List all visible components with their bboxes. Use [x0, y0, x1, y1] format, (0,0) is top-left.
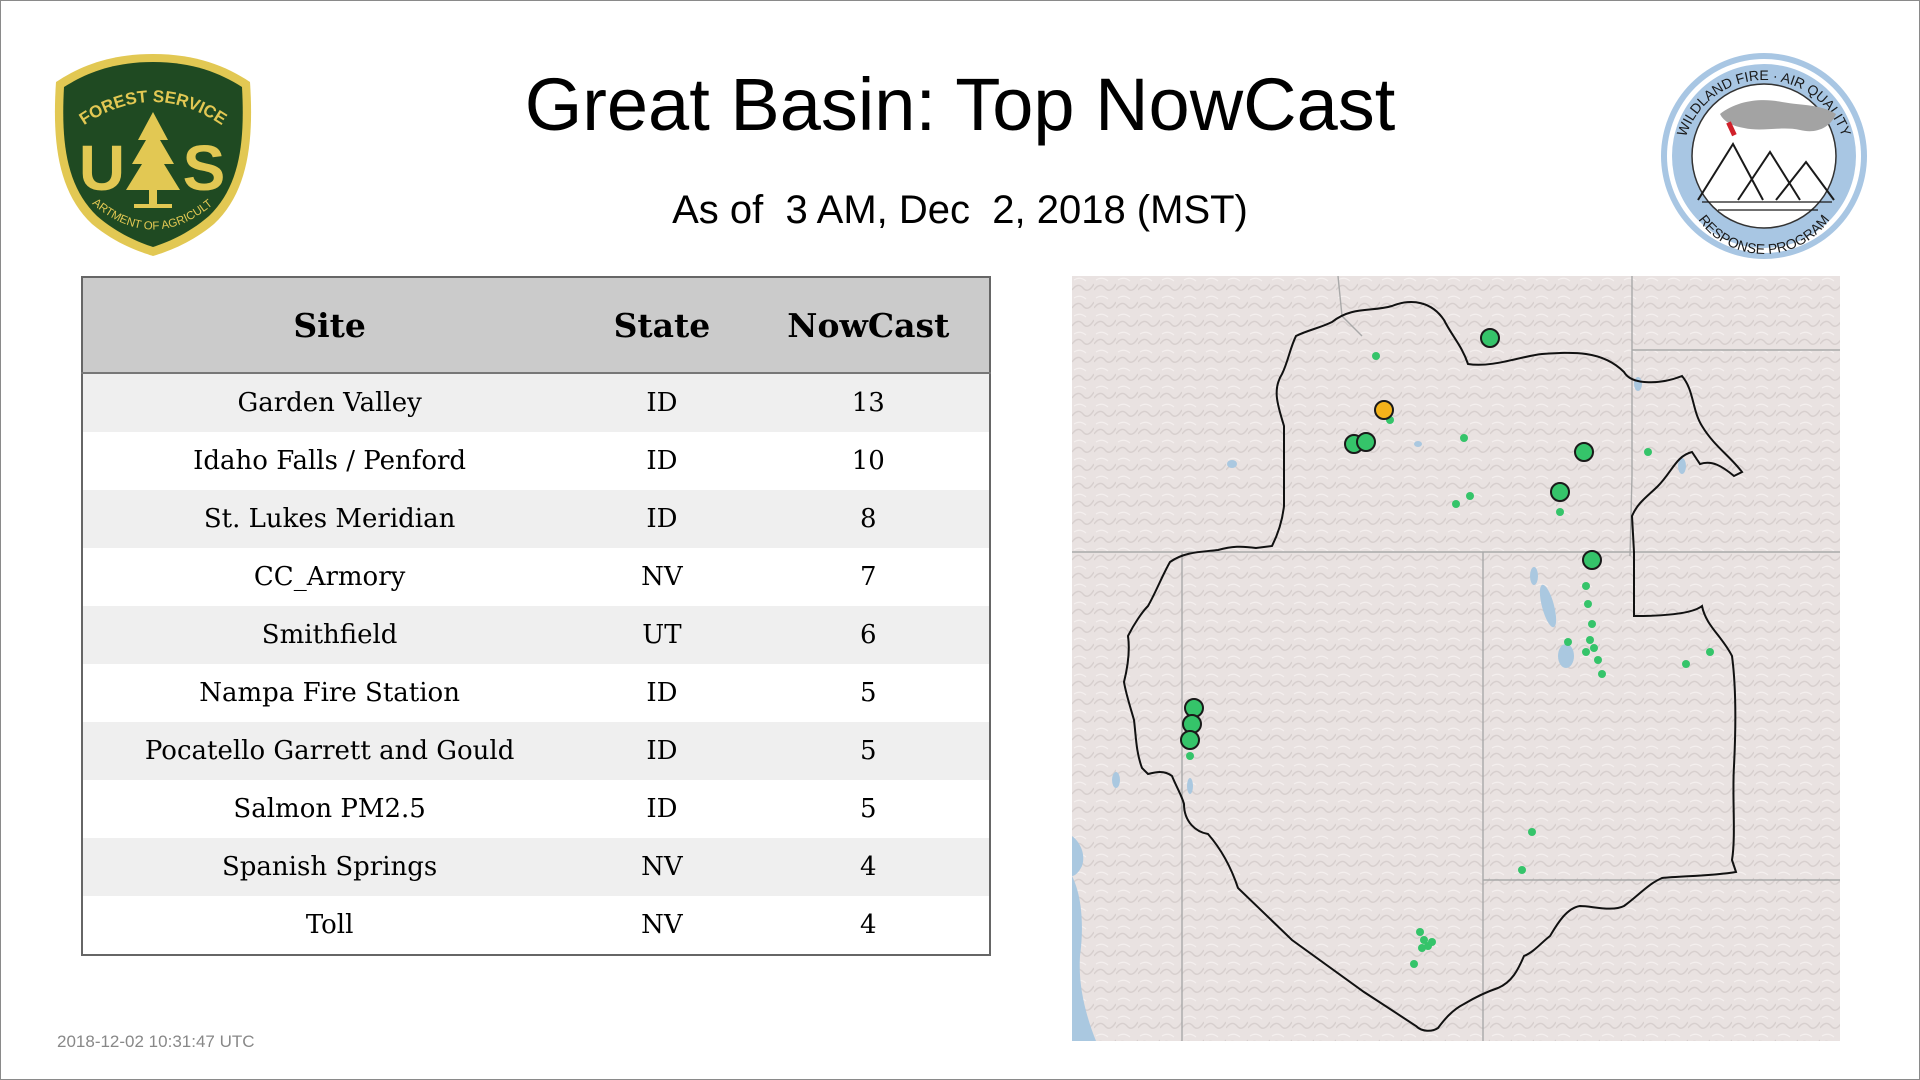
- table-header-row: Site State NowCast: [82, 277, 990, 374]
- monitor-marker: [1420, 936, 1428, 944]
- cell-nowcast: 8: [747, 490, 990, 548]
- cell-state: ID: [576, 432, 748, 490]
- table-row: Pocatello Garrett and Gould ID 5: [82, 722, 990, 780]
- table-row: Spanish Springs NV 4: [82, 838, 990, 896]
- monitor-marker: [1518, 866, 1526, 874]
- bay-water: [1072, 836, 1084, 876]
- great-basin-map: [1072, 276, 1840, 1041]
- header-state: State: [576, 277, 748, 374]
- cell-state: ID: [576, 490, 748, 548]
- table-row: St. Lukes Meridian ID 8: [82, 490, 990, 548]
- monitor-marker: [1706, 648, 1714, 656]
- cell-state: ID: [576, 664, 748, 722]
- monitor-marker: [1452, 500, 1460, 508]
- monitor-marker: [1582, 582, 1590, 590]
- cell-site: CC_Armory: [82, 548, 577, 606]
- table-row: Idaho Falls / Penford ID 10: [82, 432, 990, 490]
- table-row: Nampa Fire Station ID 5: [82, 664, 990, 722]
- cell-site: St. Lukes Meridian: [82, 490, 577, 548]
- site-marker-pocatello: [1550, 482, 1570, 502]
- site-marker-garden-valley: [1374, 400, 1394, 420]
- cell-state: NV: [576, 838, 748, 896]
- monitor-marker: [1586, 636, 1594, 644]
- cell-nowcast: 4: [747, 838, 990, 896]
- header-nowcast: NowCast: [747, 277, 990, 374]
- cell-nowcast: 6: [747, 606, 990, 664]
- cell-site: Garden Valley: [82, 373, 577, 432]
- page-title: Great Basin: Top NowCast: [524, 63, 1396, 146]
- great-basin-boundary: [1122, 301, 1744, 1032]
- cell-site: Toll: [82, 896, 577, 955]
- top-site-markers: [1180, 328, 1602, 750]
- site-marker-st-lukes-meridian: [1356, 432, 1376, 452]
- cell-nowcast: 10: [747, 432, 990, 490]
- table-row: Salmon PM2.5 ID 5: [82, 780, 990, 838]
- usfs-letter-u: U: [79, 132, 125, 204]
- cell-state: UT: [576, 606, 748, 664]
- pine-tree-icon: [126, 112, 180, 208]
- table-row: Toll NV 4: [82, 896, 990, 955]
- monitor-marker: [1528, 828, 1536, 836]
- monitor-marker: [1466, 492, 1474, 500]
- cell-site: Idaho Falls / Penford: [82, 432, 577, 490]
- monitor-marker: [1564, 638, 1572, 646]
- header-site: Site: [82, 277, 577, 374]
- cell-nowcast: 5: [747, 664, 990, 722]
- monitor-marker: [1416, 928, 1424, 936]
- cell-state: NV: [576, 548, 748, 606]
- cell-state: ID: [576, 373, 748, 432]
- cell-site: Pocatello Garrett and Gould: [82, 722, 577, 780]
- monitor-marker: [1418, 944, 1426, 952]
- cell-nowcast: 5: [747, 722, 990, 780]
- monitor-marker: [1556, 508, 1564, 516]
- cell-site: Smithfield: [82, 606, 577, 664]
- monitor-marker: [1582, 648, 1590, 656]
- cell-nowcast: 7: [747, 548, 990, 606]
- cell-nowcast: 13: [747, 373, 990, 432]
- monitor-marker: [1186, 752, 1194, 760]
- monitor-marker: [1372, 352, 1380, 360]
- site-marker-idaho-falls: [1574, 442, 1594, 462]
- ocean-water: [1072, 876, 1096, 1041]
- nowcast-table: Site State NowCast Garden Valley ID 13 I…: [81, 276, 991, 956]
- generated-timestamp: 2018-12-02 10:31:47 UTC: [57, 1032, 255, 1051]
- monitor-marker: [1460, 434, 1468, 442]
- wfaq-logo: WILDLAND FIRE · AIR QUALITY RESPONSE PRO…: [1661, 53, 1867, 259]
- cell-state: ID: [576, 780, 748, 838]
- monitor-marker: [1584, 600, 1592, 608]
- cell-state: ID: [576, 722, 748, 780]
- mountains-smoke-icon: [1697, 100, 1836, 211]
- site-marker-smithfield: [1582, 550, 1602, 570]
- usfs-shield-logo: FOREST SERVICE U S DEPARTMENT OF AGRICUL…: [50, 52, 252, 256]
- usfs-letter-s: S: [183, 132, 226, 204]
- cell-state: NV: [576, 896, 748, 955]
- monitor-marker: [1598, 670, 1606, 678]
- page-subtitle: As of 3 AM, Dec 2, 2018 (MST): [672, 188, 1248, 232]
- table-row: Garden Valley ID 13: [82, 373, 990, 432]
- cell-nowcast: 4: [747, 896, 990, 955]
- monitor-marker: [1588, 620, 1596, 628]
- site-marker-salmon: [1480, 328, 1500, 348]
- monitor-marker: [1682, 660, 1690, 668]
- monitor-marker: [1410, 960, 1418, 968]
- cell-nowcast: 5: [747, 780, 990, 838]
- table-row: CC_Armory NV 7: [82, 548, 990, 606]
- cell-site: Salmon PM2.5: [82, 780, 577, 838]
- site-marker-cc-armory: [1180, 730, 1200, 750]
- map-land: [1072, 276, 1840, 1041]
- monitor-marker: [1644, 448, 1652, 456]
- monitor-marker: [1590, 644, 1598, 652]
- monitor-marker: [1594, 656, 1602, 664]
- cell-site: Spanish Springs: [82, 838, 577, 896]
- monitor-marker: [1428, 938, 1436, 946]
- table-row: Smithfield UT 6: [82, 606, 990, 664]
- cell-site: Nampa Fire Station: [82, 664, 577, 722]
- good-small-markers: [1186, 352, 1714, 968]
